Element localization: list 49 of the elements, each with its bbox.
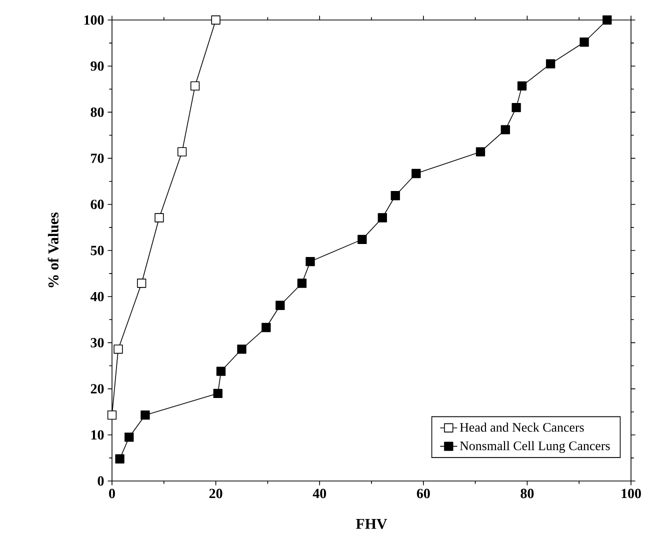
x-axis-title: FHV [356, 518, 388, 529]
x-tick-label: 60 [416, 488, 430, 498]
x-tick-label: 100 [622, 488, 641, 498]
point [137, 278, 146, 288]
legend-label: Nonsmall Cell Lung Cancers [460, 441, 610, 453]
y-axis-title: % of Values [48, 212, 59, 288]
y-tick-label: 0 [98, 476, 104, 486]
x-tick-label: 40 [312, 488, 326, 498]
point [216, 366, 226, 376]
point [107, 410, 117, 420]
point [140, 410, 150, 420]
point [154, 213, 164, 222]
point [213, 388, 222, 398]
point [114, 344, 123, 354]
x-tick-label: 0 [109, 488, 115, 498]
point [124, 432, 134, 442]
point [476, 147, 486, 156]
y-tick-label: 30 [90, 338, 104, 348]
point [211, 15, 220, 25]
point [115, 454, 124, 464]
y-tick-label: 80 [90, 107, 104, 117]
y-tick-label: 70 [91, 154, 104, 164]
point [580, 38, 589, 47]
y-tick-label: 10 [91, 430, 104, 440]
y-tick-label: 90 [90, 61, 104, 71]
point [390, 191, 400, 200]
point [512, 103, 521, 112]
point [190, 81, 200, 90]
point [306, 256, 315, 266]
x-tick-label: 20 [209, 488, 222, 498]
point [237, 344, 246, 354]
point [602, 15, 612, 25]
point [412, 168, 421, 178]
point [546, 59, 556, 68]
point [517, 81, 527, 90]
y-tick-label: 100 [84, 15, 104, 25]
point [500, 125, 510, 134]
y-tick-label: 60 [90, 200, 104, 210]
legend-label: Head and Neck Cancers [460, 422, 584, 432]
y-tick-label: 40 [90, 292, 104, 302]
point [378, 213, 387, 222]
point [358, 234, 367, 244]
y-tick-label: 20 [90, 384, 104, 394]
y-tick-label: 50 [90, 246, 104, 256]
point [177, 147, 187, 156]
point [297, 278, 307, 288]
point [276, 300, 285, 310]
point [262, 322, 271, 332]
x-tick-label: 80 [520, 488, 534, 498]
